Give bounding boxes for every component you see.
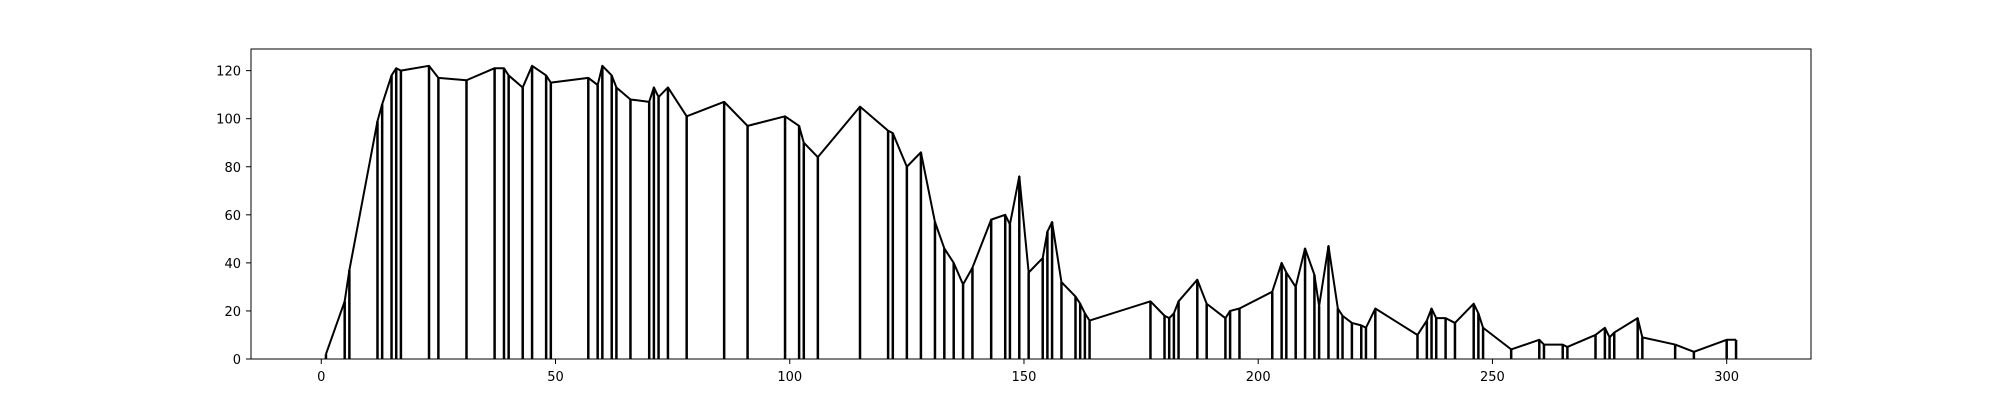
plot-frame: [250, 48, 1812, 360]
y-tick-label: 100: [216, 113, 241, 128]
x-tick-label: 150: [1012, 370, 1037, 385]
y-tick-label: 80: [224, 161, 241, 176]
x-axis: 0 50 100 150 200 250 300: [317, 359, 1739, 385]
x-tick-label: 100: [777, 370, 802, 385]
x-tick-label: 200: [1246, 370, 1271, 385]
y-axis: 0 20 40 60 80 100 120: [216, 65, 251, 368]
y-tick-label: 0: [233, 353, 241, 368]
marks-layer: [324, 64, 1738, 359]
y-tick-label: 20: [224, 305, 241, 320]
series-outline: [325, 64, 1737, 355]
x-tick-label: 300: [1714, 370, 1739, 385]
y-tick-label: 120: [216, 65, 241, 80]
x-tick-label: 50: [547, 370, 564, 385]
x-tick-label: 0: [317, 370, 325, 385]
y-tick-label: 60: [224, 209, 241, 224]
x-tick-label: 250: [1480, 370, 1505, 385]
y-tick-label: 40: [224, 257, 241, 272]
